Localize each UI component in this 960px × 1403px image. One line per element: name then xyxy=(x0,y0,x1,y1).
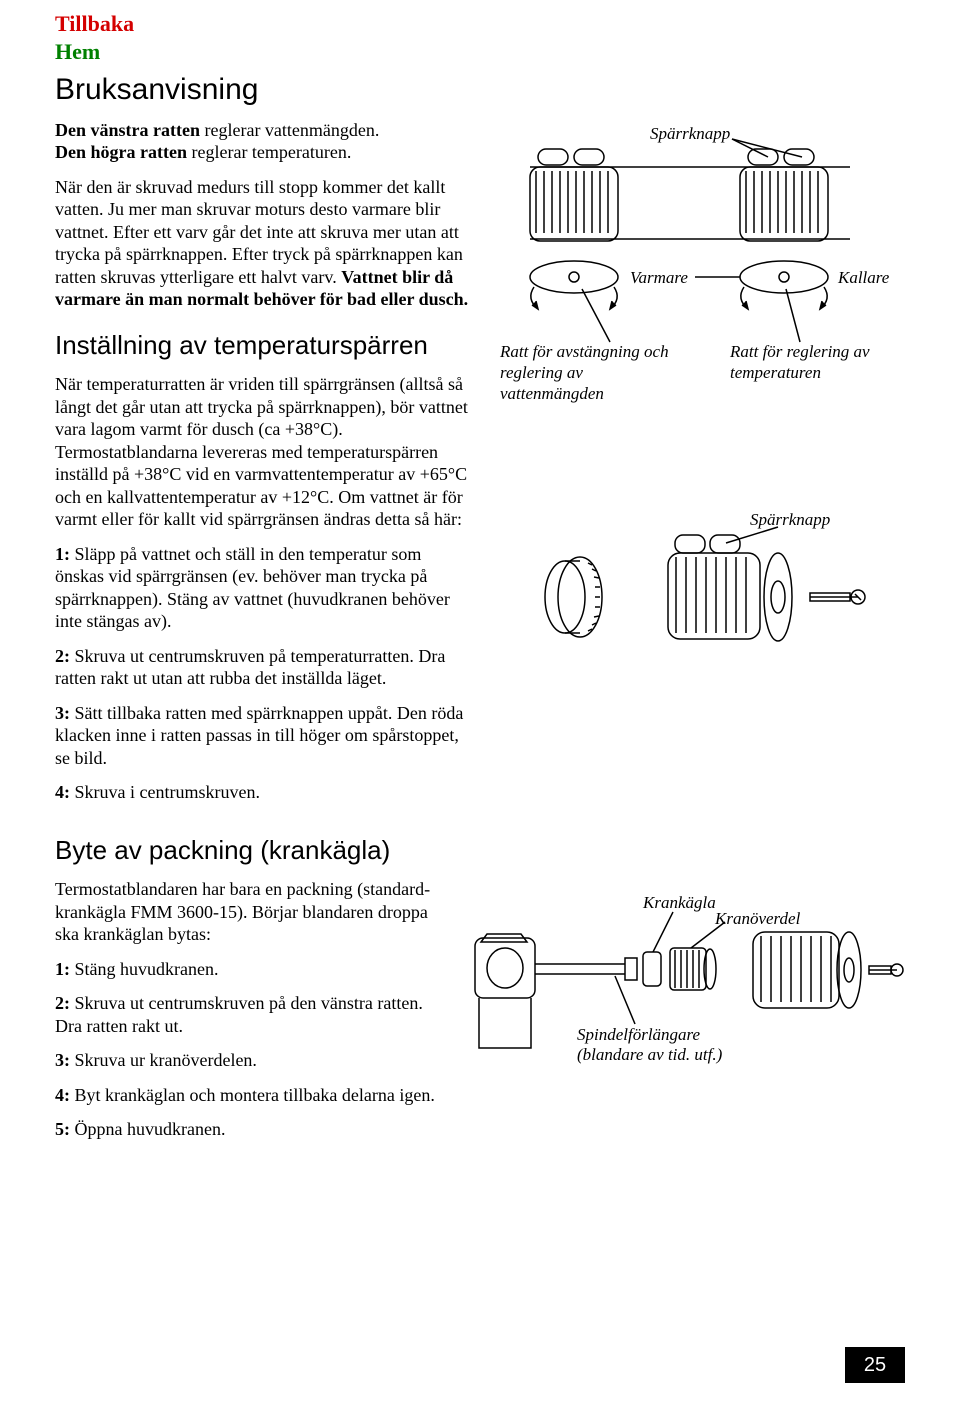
intro-lines: Den vänstra ratten reglerar vattenmängde… xyxy=(55,119,470,164)
heading-bruksanvisning: Bruksanvisning xyxy=(55,71,905,109)
step-b-4: 4: Byt krankäglan och montera tillbaka d… xyxy=(55,1084,445,1107)
step-b-5: 5: Öppna huvudkranen. xyxy=(55,1118,445,1141)
label-varmare: Varmare xyxy=(630,267,688,288)
figure-sparrknapp-detail: Spärrknapp xyxy=(510,487,890,687)
back-link[interactable]: Tillbaka xyxy=(55,10,905,38)
label-kranoverdel: Kranöverdel xyxy=(715,908,800,929)
step-a-4: 4: Skruva i centrumskruven. xyxy=(55,781,470,804)
step-b-2: 2: Skruva ut centrumskruven på den vänst… xyxy=(55,992,445,1037)
heading-installning: Inställning av temperaturspärren xyxy=(55,329,470,362)
intro-para: När den är skruvad medurs till stopp kom… xyxy=(55,176,470,311)
step-b-1: 1: Stäng huvudkranen. xyxy=(55,958,445,981)
step-a-2: 2: Skruva ut centrumskruven på temperatu… xyxy=(55,645,470,690)
section-b-intro: Termostatblandaren har bara en packning … xyxy=(55,878,445,946)
heading-byte: Byte av packning (krankägla) xyxy=(55,834,905,867)
step-b-3: 3: Skruva ur kranöverdelen. xyxy=(55,1049,445,1072)
nav-links: Tillbaka Hem xyxy=(55,10,905,65)
label-krankagl: Krankägla xyxy=(643,892,716,913)
page-number: 25 xyxy=(845,1347,905,1383)
home-link[interactable]: Hem xyxy=(55,38,905,66)
caption-right-knob: Ratt för reglering av temperaturen xyxy=(730,341,890,384)
label-spindel-2: (blandare av tid. utf.) xyxy=(577,1044,722,1065)
figure-krankagl: Krankägla Kranöverdel Spindelförlängare … xyxy=(465,878,905,1078)
section-a-intro: När temperaturratten är vriden till spär… xyxy=(55,373,470,531)
figure-knobs: Spärrknapp Varmare Kallare Ratt för avst… xyxy=(500,127,880,417)
caption-left-knob: Ratt för avstängning och reglering av va… xyxy=(500,341,680,405)
label-sparrknapp-2: Spärrknapp xyxy=(750,509,830,530)
label-kallare: Kallare xyxy=(838,267,889,288)
label-sparrknapp: Spärrknapp xyxy=(650,123,730,144)
step-a-1: 1: Släpp på vattnet och ställ in den tem… xyxy=(55,543,470,633)
step-a-3: 3: Sätt tillbaka ratten med spärrknappen… xyxy=(55,702,470,770)
label-spindel-1: Spindelförlängare xyxy=(577,1024,700,1045)
